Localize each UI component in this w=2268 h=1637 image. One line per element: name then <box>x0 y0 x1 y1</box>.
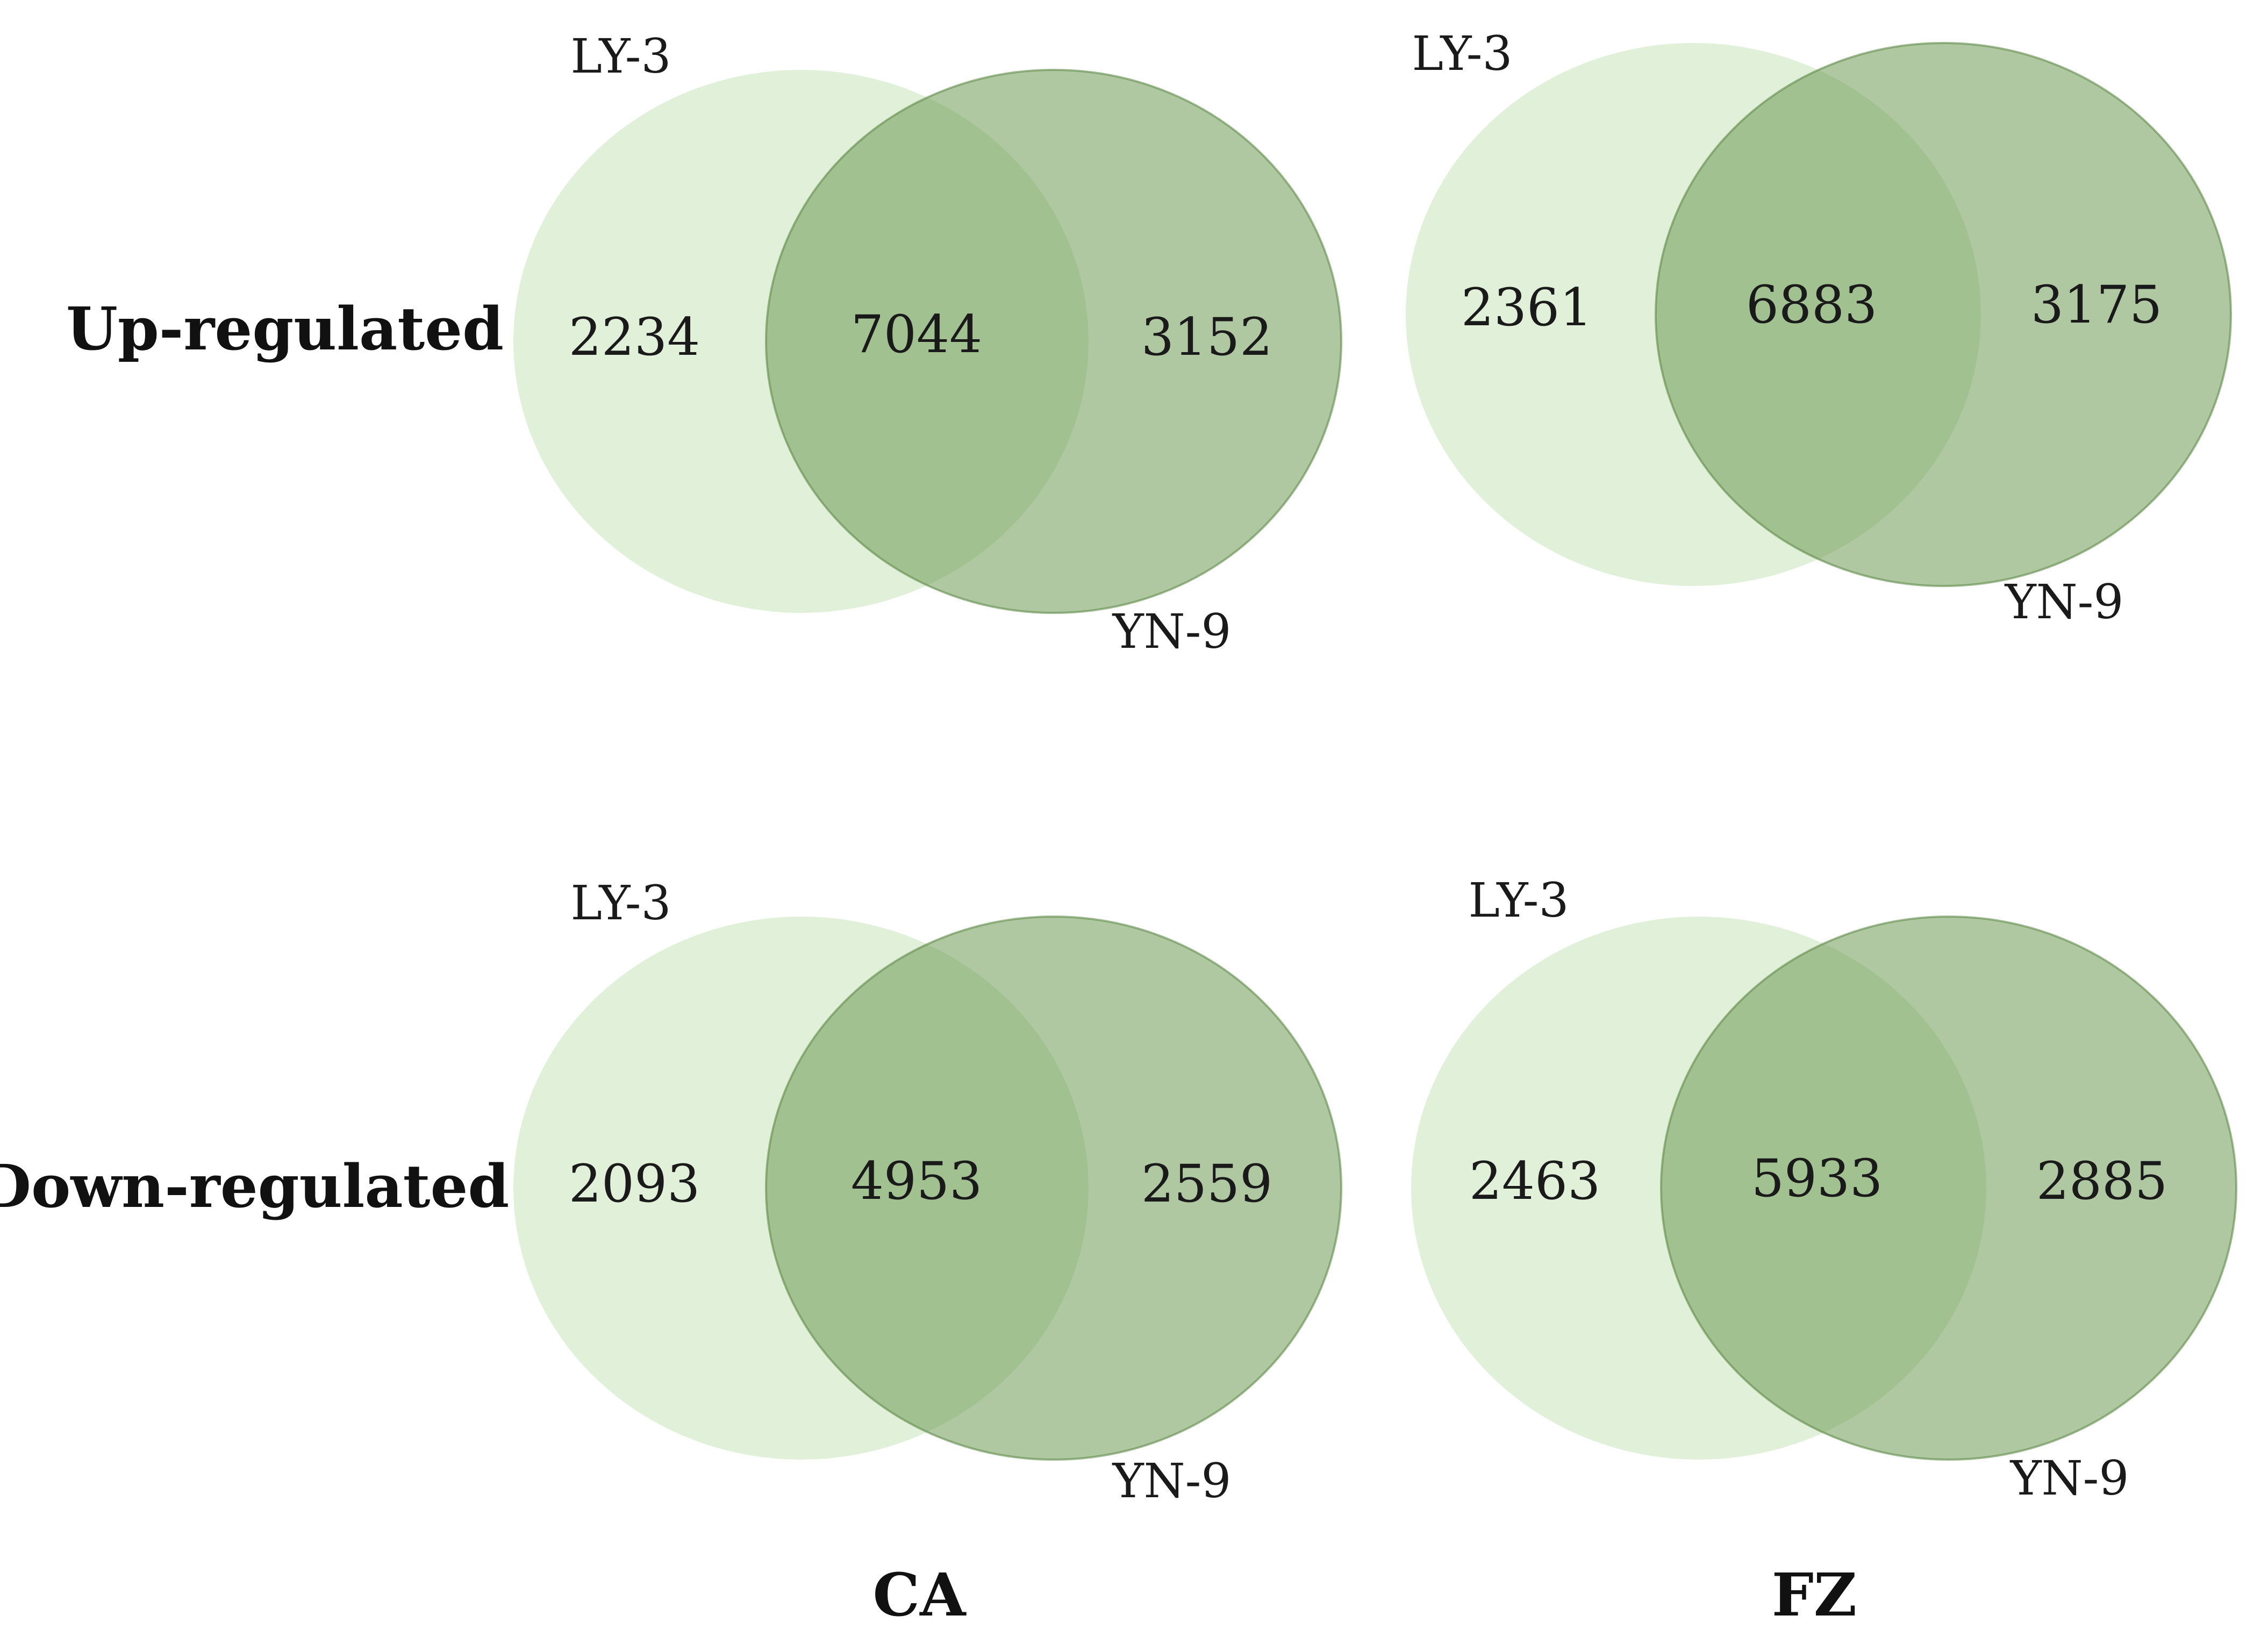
venn-up-regulated-ca: LY-3 YN-9 2234 7044 3152 <box>513 28 1342 659</box>
set-label-yn-9: YN-9 <box>1112 1453 1232 1509</box>
venn-down-regulated-fz: LY-3 YN-9 2463 5933 2885 <box>1411 873 2237 1506</box>
col-label-ca: CA <box>873 1560 967 1629</box>
venn-down-regulated-ca: LY-3 YN-9 2093 4953 2559 <box>513 875 1342 1509</box>
count-ly-3-only: 2234 <box>569 307 700 367</box>
row-label-down-regulated: Down-regulated <box>0 1152 509 1221</box>
count-overlap: 6883 <box>1746 275 1877 335</box>
count-yn-9-only: 3152 <box>1141 307 1272 367</box>
venn-circle-yn-9 <box>765 916 1342 1461</box>
set-label-yn-9: YN-9 <box>1112 604 1232 659</box>
count-ly-3-only: 2093 <box>569 1154 700 1214</box>
count-overlap: 4953 <box>851 1151 982 1211</box>
venn-circle-yn-9 <box>1655 42 2232 587</box>
count-yn-9-only: 2559 <box>1141 1154 1272 1214</box>
count-yn-9-only: 2885 <box>2036 1151 2167 1211</box>
set-label-ly-3: LY-3 <box>571 28 671 84</box>
set-label-yn-9: YN-9 <box>2005 574 2124 630</box>
count-overlap: 7044 <box>851 304 982 364</box>
count-ly-3-only: 2361 <box>1461 277 1592 338</box>
set-label-ly-3: LY-3 <box>1412 26 1513 81</box>
set-label-ly-3: LY-3 <box>571 875 671 931</box>
set-label-yn-9: YN-9 <box>2010 1450 2129 1506</box>
count-overlap: 5933 <box>1751 1148 1883 1209</box>
set-label-ly-3: LY-3 <box>1469 873 1569 928</box>
col-label-fz: FZ <box>1772 1560 1857 1629</box>
count-yn-9-only: 3175 <box>2031 275 2162 335</box>
venn-circle-yn-9 <box>1660 916 2237 1461</box>
row-label-up-regulated: Up-regulated <box>66 294 504 363</box>
venn-up-regulated-fz: LY-3 YN-9 2361 6883 3175 <box>1406 26 2232 630</box>
venn-circle-yn-9 <box>765 69 1342 614</box>
count-ly-3-only: 2463 <box>1469 1151 1600 1211</box>
